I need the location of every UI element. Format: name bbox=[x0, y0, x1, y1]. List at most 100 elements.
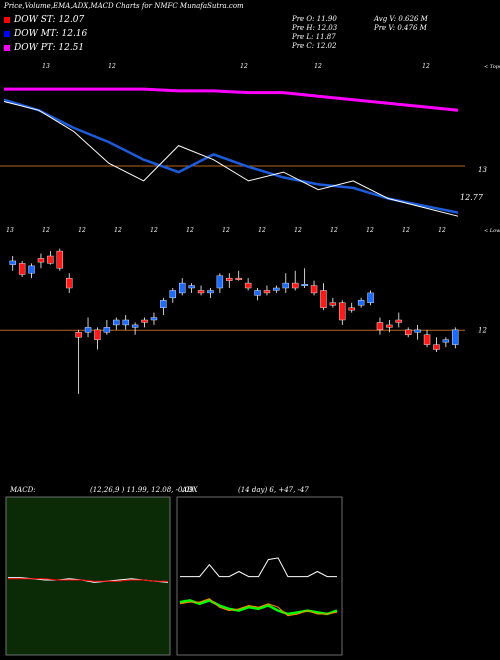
candle-body bbox=[301, 284, 308, 287]
candle-body bbox=[254, 290, 261, 296]
ema-bottom-tick: 12 bbox=[150, 227, 158, 234]
candle-body bbox=[320, 290, 327, 308]
price-right-label: < Lower bbox=[484, 228, 500, 234]
macd-panel-frame bbox=[5, 496, 171, 656]
ema-top-tick: 12 bbox=[314, 63, 322, 70]
adx-label: ADX bbox=[182, 486, 198, 494]
candle-body bbox=[376, 322, 384, 331]
candle-body bbox=[263, 290, 271, 294]
candle-body bbox=[395, 319, 402, 323]
candle-body bbox=[160, 300, 167, 308]
candle-body bbox=[122, 319, 129, 326]
candle-body bbox=[348, 307, 355, 311]
price-line-label: 12 bbox=[478, 326, 487, 334]
dow-pt-label: DOW PT: 12.51 bbox=[14, 43, 85, 53]
candle-body bbox=[9, 260, 16, 265]
ema-bottom-tick: 12 bbox=[186, 227, 194, 234]
candle-body bbox=[357, 300, 365, 306]
candle-body bbox=[84, 327, 92, 333]
candle-body bbox=[169, 290, 176, 299]
ema-top-tick: 12 bbox=[422, 63, 430, 70]
candle-body bbox=[226, 277, 233, 281]
candle-body bbox=[94, 329, 101, 340]
candle-body bbox=[47, 255, 54, 264]
ema-top-tick: 12 bbox=[240, 63, 248, 70]
adx-panel-frame bbox=[176, 496, 343, 656]
candle-body bbox=[339, 302, 346, 321]
macd-series-line bbox=[8, 578, 168, 582]
ema-series-line bbox=[3, 98, 459, 214]
prev-low: Pre L: 11.87 bbox=[292, 33, 336, 41]
dow-st-swatch bbox=[4, 17, 10, 23]
adx-series-line bbox=[180, 557, 337, 578]
prev-open: Pre O: 11.90 bbox=[292, 15, 337, 23]
candle-body bbox=[141, 319, 148, 323]
candle-body bbox=[66, 277, 73, 289]
candle-body bbox=[28, 265, 35, 274]
candle-body bbox=[405, 329, 412, 335]
dow-mt-label: DOW MT: 12.16 bbox=[14, 29, 88, 39]
adx-series-line bbox=[179, 598, 338, 617]
candle-body bbox=[235, 277, 242, 280]
macd-params: (12,26,9 ) 11.99, 12.08, -0.09 bbox=[90, 486, 194, 494]
candle-body bbox=[37, 258, 45, 263]
candle-body bbox=[179, 282, 186, 294]
ema-bottom-tick: 12 bbox=[42, 227, 50, 234]
adx-series-line bbox=[179, 599, 338, 616]
candle-body bbox=[150, 317, 158, 321]
ema-top-tick: 13 bbox=[42, 63, 50, 70]
ema-bottom-tick: 12 bbox=[330, 227, 338, 234]
ema-last-value: 12.77 bbox=[460, 193, 484, 202]
candle-body bbox=[273, 287, 280, 291]
chart-title: Price,Volume,EMA,ADX,MACD Charts for NMF… bbox=[4, 2, 244, 10]
dow-st-label: DOW ST: 12.07 bbox=[14, 15, 85, 25]
avg-volume: Avg V: 0.626 M bbox=[374, 15, 428, 23]
candle-body bbox=[113, 319, 120, 326]
ema-series-line bbox=[4, 87, 459, 112]
candle-body bbox=[423, 334, 431, 345]
candle-body bbox=[329, 302, 337, 306]
candle-body bbox=[131, 324, 139, 328]
dow-pt-row: DOW PT: 12.51 bbox=[4, 43, 84, 53]
candle-body bbox=[386, 324, 393, 328]
ema-bottom-tick: 12 bbox=[402, 227, 410, 234]
candle-body bbox=[56, 250, 63, 269]
prev-high: Pre H: 12.03 bbox=[292, 24, 338, 32]
ema-bottom-tick: 12 bbox=[114, 227, 122, 234]
candle-body bbox=[292, 282, 299, 289]
prev-close: Pre C: 12.02 bbox=[292, 42, 337, 50]
candle-body bbox=[442, 339, 450, 343]
ema-bottom-tick: 12 bbox=[78, 227, 86, 234]
ema-right-label: < Topo bbox=[484, 64, 500, 70]
candle-body bbox=[75, 332, 82, 338]
candle-body bbox=[433, 344, 440, 350]
ema-series-line bbox=[3, 101, 459, 217]
candle-body bbox=[452, 329, 459, 345]
prev-volume: Pre V: 0.476 M bbox=[374, 24, 427, 32]
candle-body bbox=[18, 263, 26, 275]
adx-params: (14 day) 6, +47, -47 bbox=[238, 486, 309, 494]
ema-bottom-tick: 12 bbox=[258, 227, 266, 234]
ema-bottom-tick: 12 bbox=[366, 227, 374, 234]
candle-body bbox=[216, 275, 224, 289]
candle-body bbox=[310, 285, 318, 294]
candle-body bbox=[197, 290, 205, 294]
candle-body bbox=[103, 327, 111, 333]
candle-body bbox=[282, 282, 289, 289]
candle-body bbox=[207, 290, 214, 294]
ema-bottom-tick: 12 bbox=[438, 227, 446, 234]
ema-bottom-tick: 12 bbox=[222, 227, 230, 234]
ema-bottom-tick: 13 bbox=[6, 227, 14, 234]
ema-mid-value: 13 bbox=[478, 166, 487, 174]
dow-mt-swatch bbox=[4, 31, 10, 37]
dow-st-row: DOW ST: 12.07 bbox=[4, 15, 84, 25]
dow-mt-row: DOW MT: 12.16 bbox=[4, 29, 87, 39]
candle-body bbox=[244, 282, 252, 289]
candle-body bbox=[367, 292, 374, 303]
dow-pt-swatch bbox=[4, 45, 10, 51]
candle-body bbox=[188, 285, 195, 289]
macd-label: MACD: bbox=[10, 486, 36, 494]
ema-top-tick: 12 bbox=[108, 63, 116, 70]
candle-body bbox=[414, 329, 421, 333]
